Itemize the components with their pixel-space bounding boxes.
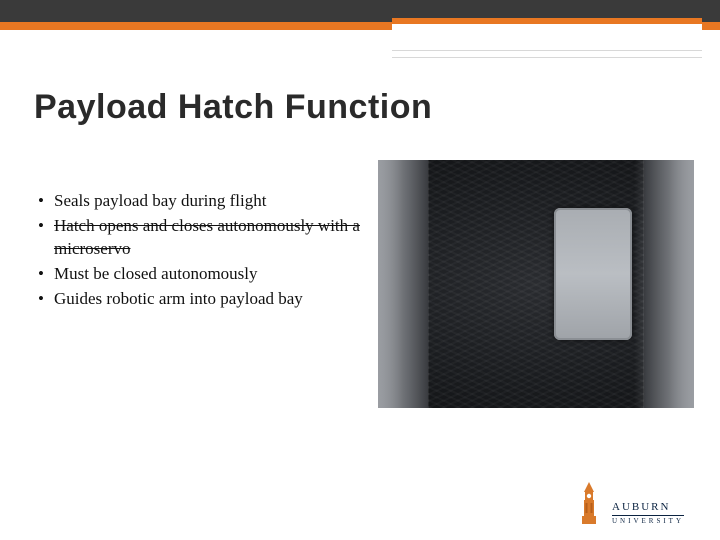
bullet-list: Seals payload bay during flight Hatch op… xyxy=(34,190,364,311)
bullet-item: Must be closed autonomously xyxy=(34,263,364,286)
bullet-text: Seals payload bay during flight xyxy=(54,191,266,210)
bullet-item: Hatch opens and closes autonomously with… xyxy=(34,215,364,261)
bullet-text: Guides robotic arm into payload bay xyxy=(54,289,303,308)
bullet-text: Must be closed autonomously xyxy=(54,264,258,283)
samford-tower-icon xyxy=(576,482,602,526)
institution-secondary: UNIVERSITY xyxy=(612,515,684,526)
slide-title: Payload Hatch Function xyxy=(34,88,432,127)
render-light-right xyxy=(634,160,694,408)
header-right-card xyxy=(392,18,702,54)
bullet-item: Seals payload bay during flight xyxy=(34,190,364,213)
bullet-item: Guides robotic arm into payload bay xyxy=(34,288,364,311)
institution-wordmark: AUBURN UNIVERSITY xyxy=(612,501,684,526)
bullet-content: Seals payload bay during flight Hatch op… xyxy=(34,190,364,313)
payload-render xyxy=(378,160,694,408)
footer-logo: AUBURN UNIVERSITY xyxy=(576,482,684,526)
render-hatch-panel xyxy=(554,208,632,340)
bullet-text: Hatch opens and closes autonomously with… xyxy=(54,216,360,258)
header-right-rule xyxy=(392,50,702,58)
institution-primary: AUBURN xyxy=(612,501,684,513)
